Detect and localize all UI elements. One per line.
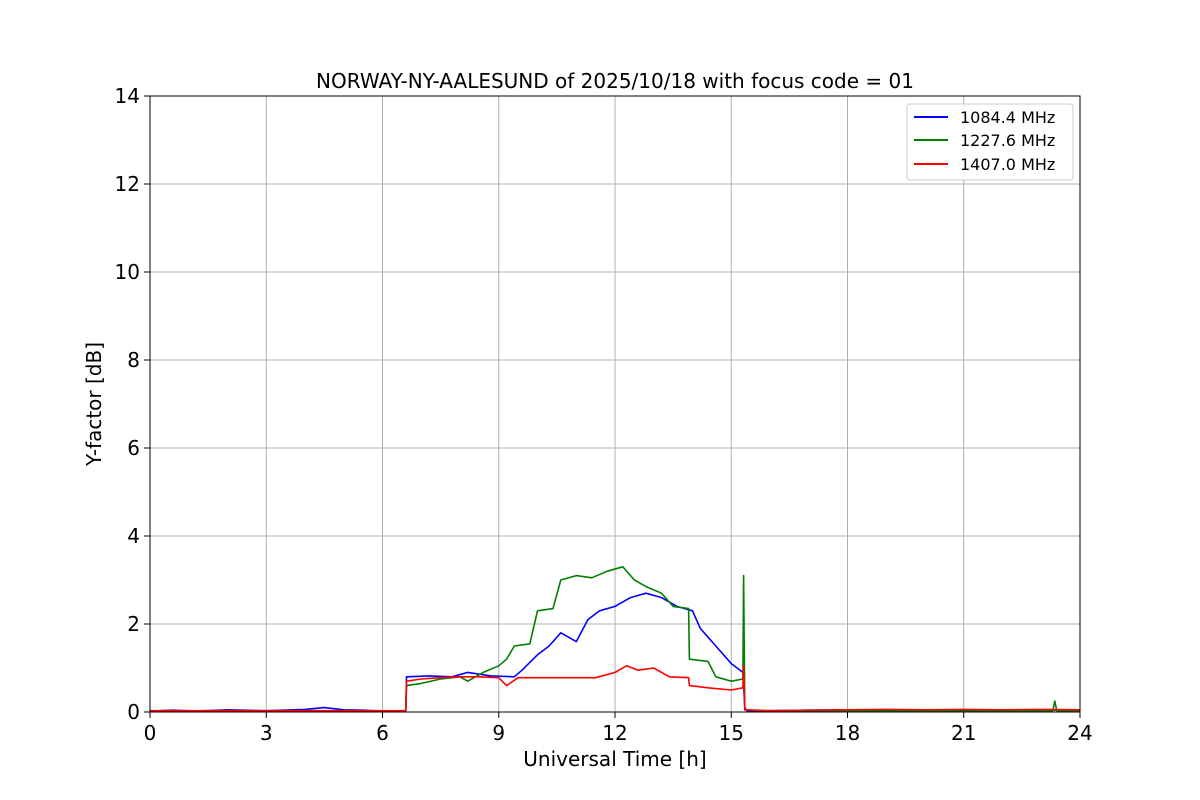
- x-tick-label: 3: [260, 721, 273, 745]
- legend: 1084.4 MHz 1227.6 MHz 1407.0 MHz: [906, 103, 1074, 181]
- x-tick-label: 9: [492, 721, 505, 745]
- chart-title: NORWAY-NY-AALESUND of 2025/10/18 with fo…: [316, 69, 914, 93]
- legend-label-1407: 1407.0 MHz: [960, 155, 1055, 174]
- x-tick-label: 21: [951, 721, 976, 745]
- x-tick-label: 0: [144, 721, 157, 745]
- y-tick-label: 4: [127, 524, 140, 548]
- y-tick-label: 6: [127, 436, 140, 460]
- series-layer: [149, 566, 1081, 712]
- legend-label-1084: 1084.4 MHz: [960, 108, 1055, 127]
- y-tick-label: 2: [127, 612, 140, 636]
- x-tick-label: 15: [719, 721, 744, 745]
- y-tick-label: 10: [115, 260, 140, 284]
- y-tick-label: 8: [127, 348, 140, 372]
- x-tick-label: 12: [602, 721, 627, 745]
- x-tick-label: 6: [376, 721, 389, 745]
- legend-box: [906, 103, 1074, 181]
- x-tick-label: 24: [1067, 721, 1092, 745]
- y-tick-label: 0: [127, 700, 140, 724]
- x-tick-label: 18: [835, 721, 860, 745]
- series-line-2: [150, 665, 1081, 712]
- y-tick-label: 12: [115, 172, 140, 196]
- y-tick-label: 14: [115, 84, 140, 108]
- legend-label-1227: 1227.6 MHz: [960, 131, 1055, 150]
- grid: [149, 95, 1081, 713]
- y-axis-label: Y-factor [dB]: [82, 342, 106, 467]
- x-axis-label: Universal Time [h]: [523, 747, 706, 771]
